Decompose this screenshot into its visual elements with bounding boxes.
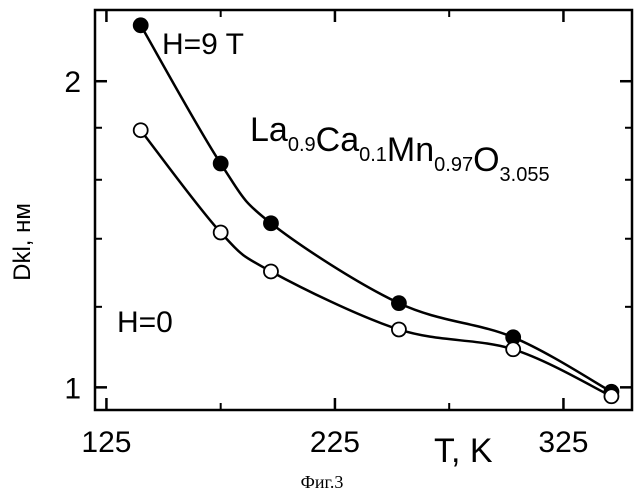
figure-caption: Фиг.3 bbox=[0, 472, 644, 493]
x-axis-label: T, K bbox=[434, 432, 493, 470]
y-tick-label: 1 bbox=[64, 372, 81, 405]
formula-element: La bbox=[250, 111, 288, 149]
field-label-9t: H=9 T bbox=[162, 28, 244, 61]
x-tick-label: 125 bbox=[81, 426, 131, 459]
point-h9t bbox=[214, 157, 228, 171]
formula-subscript: 0.97 bbox=[434, 154, 473, 176]
y-axis-label: Dkl, нм bbox=[9, 203, 36, 281]
point-h9t bbox=[392, 296, 406, 310]
point-h9t bbox=[264, 216, 278, 230]
formula-subscript: 3.055 bbox=[500, 164, 550, 186]
point-h0 bbox=[134, 123, 148, 137]
field-label-zero: H=0 bbox=[117, 306, 173, 339]
point-h0 bbox=[264, 264, 278, 278]
formula-element: O bbox=[473, 141, 499, 179]
point-h0 bbox=[392, 322, 406, 336]
curve-h9t bbox=[141, 25, 612, 391]
fit-curves bbox=[141, 25, 612, 396]
x-tick-label: 325 bbox=[538, 426, 588, 459]
formula-subscript: 0.1 bbox=[359, 144, 387, 166]
x-tick-label: 225 bbox=[310, 426, 360, 459]
y-tick-label: 2 bbox=[64, 66, 81, 99]
formula-label: La0.9Ca0.1Mn0.97O3.055 bbox=[250, 111, 550, 186]
point-h0 bbox=[506, 342, 520, 356]
plot-frame bbox=[95, 10, 632, 410]
formula-element: Mn bbox=[387, 131, 434, 169]
point-h9t bbox=[134, 18, 148, 32]
formula-element: Ca bbox=[316, 121, 360, 159]
point-h0 bbox=[604, 389, 618, 403]
axis-ticks bbox=[95, 10, 632, 410]
point-h0 bbox=[214, 225, 228, 239]
data-points bbox=[134, 18, 619, 403]
formula-subscript: 0.9 bbox=[288, 134, 316, 156]
